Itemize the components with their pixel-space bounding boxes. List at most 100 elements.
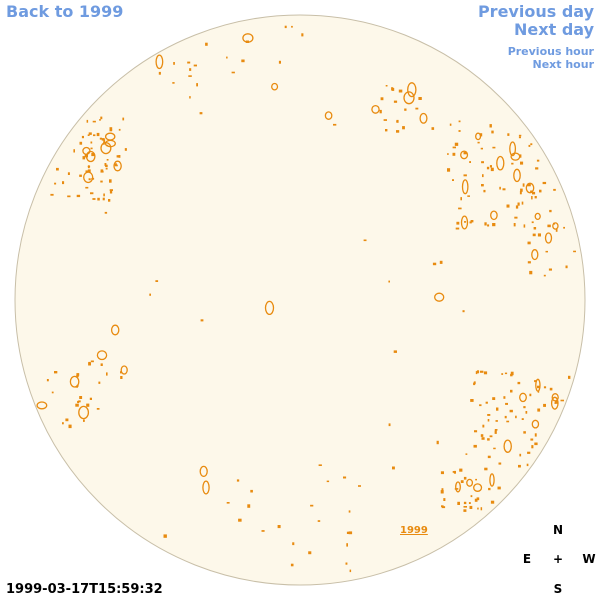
feature-contour	[466, 478, 474, 487]
feature-dot	[98, 381, 101, 384]
feature-dot	[75, 403, 79, 407]
feature-dot	[122, 117, 125, 121]
feature-dot	[76, 194, 81, 198]
feature-dot	[284, 25, 287, 29]
feature-dot	[86, 119, 89, 123]
feature-dot	[189, 68, 192, 71]
feature-dot	[81, 135, 84, 139]
feature-dot	[467, 195, 470, 197]
feature-dot	[383, 119, 387, 121]
magnetic-features	[36, 25, 576, 573]
feature-contour	[509, 141, 517, 157]
feature-dot	[533, 227, 537, 230]
feature-dot	[100, 363, 103, 366]
feature-dot	[487, 414, 491, 416]
feature-dot	[529, 270, 533, 275]
feature-dot	[114, 163, 117, 166]
feature-dot	[103, 141, 105, 145]
feature-dot	[291, 25, 293, 28]
feature-dot	[531, 445, 534, 449]
feature-dot	[469, 161, 471, 163]
feature-dot	[193, 64, 197, 67]
feature-dot	[76, 373, 80, 376]
feature-dot	[489, 435, 493, 438]
feature-dot	[520, 188, 523, 192]
previous-hour-link[interactable]: Previous hour	[507, 45, 594, 58]
feature-contour	[78, 405, 90, 420]
feature-dot	[245, 40, 249, 43]
feature-contour	[419, 112, 428, 124]
compass-center: +	[552, 552, 564, 566]
feature-dot	[454, 142, 459, 146]
feature-contour	[155, 54, 164, 70]
feature-dot	[124, 148, 127, 151]
feature-dot	[277, 525, 281, 529]
feature-dot	[290, 563, 294, 567]
feature-contour	[271, 82, 279, 91]
feature-dot	[51, 391, 54, 394]
feature-contour	[490, 210, 498, 221]
feature-dot	[523, 431, 526, 434]
feature-dot	[477, 141, 480, 144]
next-day-link[interactable]: Next day	[514, 20, 594, 39]
feature-dot	[543, 274, 546, 277]
feature-dot	[563, 226, 565, 229]
feature-dot	[418, 97, 422, 100]
year-marker-link[interactable]: 1999	[400, 525, 428, 536]
back-to-year-link[interactable]: Back to 1999	[6, 2, 124, 21]
feature-dot	[348, 510, 351, 513]
feature-dot	[480, 507, 483, 511]
feature-contour	[460, 215, 469, 230]
feature-dot	[90, 192, 94, 195]
feature-contour	[371, 104, 380, 114]
feature-dot	[189, 96, 191, 99]
feature-dot	[105, 167, 108, 170]
feature-dot	[481, 437, 485, 440]
feature-dot	[458, 207, 462, 210]
feature-dot	[549, 387, 553, 391]
feature-dot	[462, 310, 465, 313]
feature-dot	[349, 569, 352, 573]
feature-dot	[73, 149, 75, 153]
previous-day-link[interactable]: Previous day	[477, 2, 594, 21]
feature-dot	[301, 33, 304, 37]
feature-dot	[503, 396, 506, 399]
feature-dot	[573, 250, 576, 253]
feature-contour	[531, 419, 540, 429]
feature-contour	[104, 132, 116, 141]
feature-contour	[519, 392, 527, 403]
feature-dot	[99, 119, 101, 121]
feature-dot	[326, 480, 330, 483]
feature-dot	[502, 188, 506, 191]
feature-dot	[518, 464, 521, 468]
feature-dot	[163, 534, 167, 538]
feature-dot	[226, 56, 228, 59]
feature-dot	[458, 130, 461, 132]
feature-dot	[250, 489, 253, 493]
feature-dot	[106, 159, 109, 161]
feature-dot	[534, 442, 538, 446]
next-hour-link[interactable]: Next hour	[532, 58, 595, 71]
feature-dot	[536, 159, 540, 162]
feature-dot	[492, 223, 496, 227]
feature-dot	[333, 123, 337, 126]
feature-dot	[396, 119, 399, 123]
feature-dot	[440, 471, 444, 475]
feature-contour	[473, 483, 483, 492]
feature-dot	[553, 188, 556, 191]
feature-dot	[487, 455, 491, 459]
feature-dot	[109, 179, 112, 183]
feature-dot	[87, 134, 90, 136]
feature-dot	[103, 139, 106, 143]
feature-dot	[247, 504, 251, 508]
feature-dot	[530, 438, 534, 441]
feature-dot	[93, 134, 96, 137]
feature-dot	[534, 433, 537, 437]
feature-dot	[519, 154, 522, 158]
feature-dot	[310, 504, 314, 507]
feature-dot	[537, 408, 541, 412]
feature-dot	[463, 501, 467, 505]
compass-south: S	[553, 582, 563, 596]
feature-dot	[452, 179, 454, 181]
